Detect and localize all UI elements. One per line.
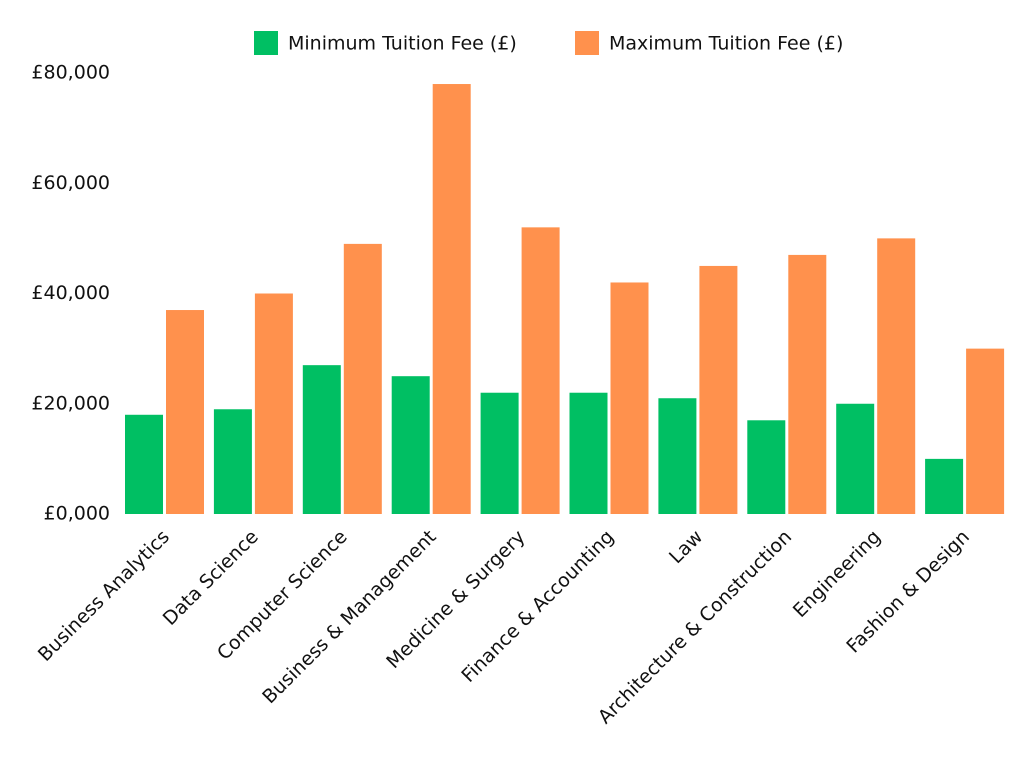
bar [658,398,697,514]
y-tick-label: £60,000 [31,172,110,194]
x-tick-label: Finance & Accounting [457,526,618,687]
bar [836,403,875,514]
bar [432,84,471,515]
bar [213,409,252,514]
bar [391,376,430,514]
bar [480,392,519,514]
y-tick-label: £40,000 [31,282,110,304]
y-tick-label: £0,000 [44,503,110,525]
bar [925,458,964,514]
bar [788,254,827,514]
y-tick-label: £20,000 [31,392,110,414]
bar [302,365,341,514]
y-tick-label: £80,000 [31,62,110,84]
bar [125,414,163,514]
bar [610,282,649,514]
legend-swatch [575,31,599,55]
bar [254,293,293,514]
bar [343,243,382,514]
x-tick-label: Engineering [789,526,885,622]
bar [521,227,560,514]
legend-swatch [254,31,278,55]
x-tick-label: Business & Management [258,526,440,708]
bar [747,420,786,514]
legend-label: Minimum Tuition Fee (£) [288,33,517,55]
bar [966,348,1005,514]
legend-label: Maximum Tuition Fee (£) [609,33,843,55]
x-tick-label: Business Analytics [34,526,174,666]
x-tick-label: Law [665,526,707,568]
bar [569,392,608,514]
bar [877,238,916,514]
x-tick-label: Architecture & Construction [594,526,796,728]
bar [699,265,738,514]
bar [166,310,204,514]
